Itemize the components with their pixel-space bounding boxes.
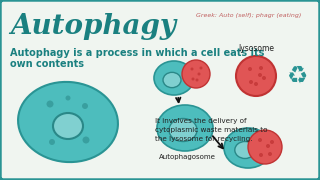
Ellipse shape <box>235 141 255 159</box>
Text: ♻: ♻ <box>287 64 308 88</box>
Circle shape <box>262 76 266 80</box>
Text: Greek: Auto (self); phagr (eating): Greek: Auto (self); phagr (eating) <box>196 12 301 17</box>
Ellipse shape <box>224 128 272 168</box>
Text: Autophagy: Autophagy <box>10 12 176 39</box>
Text: Autophagy is a process in which a cell eats its: Autophagy is a process in which a cell e… <box>10 48 264 58</box>
Circle shape <box>83 136 90 143</box>
Circle shape <box>190 68 194 71</box>
Circle shape <box>248 67 252 71</box>
Circle shape <box>236 56 276 96</box>
Circle shape <box>268 152 272 156</box>
Ellipse shape <box>53 113 83 139</box>
Ellipse shape <box>163 72 181 88</box>
Circle shape <box>197 73 201 75</box>
Ellipse shape <box>169 118 197 141</box>
Circle shape <box>191 78 195 80</box>
Text: It involves the delivery of
cytoplasmic waste materials to
the lysosome for recy: It involves the delivery of cytoplasmic … <box>155 118 268 142</box>
Text: lysosome: lysosome <box>238 44 274 53</box>
Circle shape <box>258 138 262 142</box>
Circle shape <box>254 82 258 86</box>
Ellipse shape <box>157 105 213 151</box>
Circle shape <box>46 100 53 107</box>
Circle shape <box>266 144 270 148</box>
Ellipse shape <box>18 82 118 162</box>
Circle shape <box>259 66 263 70</box>
Circle shape <box>196 78 198 82</box>
Circle shape <box>49 139 55 145</box>
Circle shape <box>182 60 210 88</box>
Text: own contents: own contents <box>10 59 84 69</box>
Circle shape <box>258 73 262 77</box>
Circle shape <box>82 103 88 109</box>
Ellipse shape <box>154 61 194 95</box>
Circle shape <box>270 140 274 144</box>
Circle shape <box>66 96 70 100</box>
Text: Autophagosome: Autophagosome <box>159 154 215 160</box>
Circle shape <box>259 153 263 157</box>
Circle shape <box>249 80 253 84</box>
Circle shape <box>248 130 282 164</box>
Circle shape <box>199 66 203 69</box>
